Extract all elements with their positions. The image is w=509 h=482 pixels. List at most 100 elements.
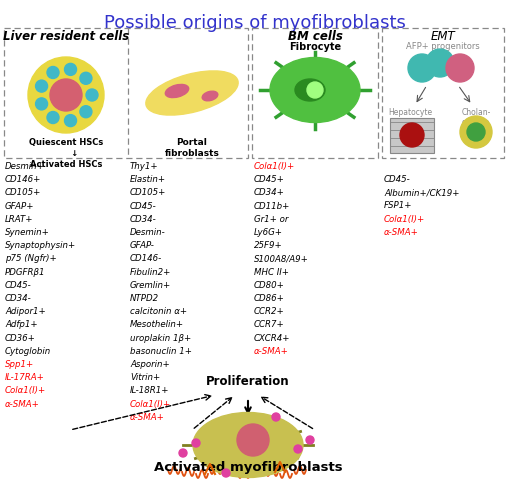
Text: α-SMA+: α-SMA+ (5, 400, 40, 409)
Text: CD80+: CD80+ (253, 281, 285, 290)
Text: Desmin+: Desmin+ (5, 162, 45, 171)
Text: Gremlin+: Gremlin+ (130, 281, 171, 290)
Text: CD45-: CD45- (130, 201, 156, 211)
Text: Fibrocyte: Fibrocyte (289, 42, 341, 52)
Ellipse shape (202, 91, 217, 101)
Text: BM cells: BM cells (287, 30, 342, 43)
Text: Cytoglobin: Cytoglobin (5, 347, 51, 356)
Text: CD36+: CD36+ (5, 334, 36, 343)
Text: Colα1(I)+: Colα1(I)+ (5, 387, 46, 395)
Circle shape (237, 424, 268, 456)
Text: Synemin+: Synemin+ (5, 228, 50, 237)
Text: NTPD2: NTPD2 (130, 294, 159, 303)
Circle shape (64, 64, 76, 75)
Text: Fibulin2+: Fibulin2+ (130, 268, 171, 277)
Text: Possible origins of myofibroblasts: Possible origins of myofibroblasts (104, 14, 405, 32)
Text: Mesothelin+: Mesothelin+ (130, 321, 184, 329)
Circle shape (50, 79, 82, 111)
Circle shape (221, 469, 230, 477)
Text: PDGFRβ1: PDGFRβ1 (5, 268, 45, 277)
Text: p75 (Ngfr)+: p75 (Ngfr)+ (5, 254, 56, 263)
Circle shape (80, 72, 92, 84)
Text: CCR2+: CCR2+ (253, 307, 284, 316)
Text: Hepatocyte: Hepatocyte (387, 108, 431, 117)
Circle shape (445, 54, 473, 82)
Text: α-SMA+: α-SMA+ (383, 228, 418, 237)
Circle shape (36, 98, 47, 110)
Text: Ly6G+: Ly6G+ (253, 228, 282, 237)
Circle shape (459, 116, 491, 148)
Text: Colα1(I)+: Colα1(I)+ (383, 214, 425, 224)
Text: CD146-: CD146- (130, 254, 162, 263)
Text: CD45-: CD45- (5, 281, 32, 290)
Circle shape (191, 439, 200, 447)
Text: Vitrin+: Vitrin+ (130, 373, 160, 382)
Text: CD45-: CD45- (383, 175, 410, 184)
Circle shape (36, 80, 47, 92)
Ellipse shape (192, 413, 302, 478)
Text: GFAP+: GFAP+ (5, 201, 35, 211)
Text: IL-18R1+: IL-18R1+ (130, 387, 169, 395)
Circle shape (306, 82, 322, 98)
Text: 25F9+: 25F9+ (253, 241, 282, 250)
Text: S100A8/A9+: S100A8/A9+ (253, 254, 308, 263)
Text: calcitonin α+: calcitonin α+ (130, 307, 187, 316)
Text: Gr1+ or: Gr1+ or (253, 215, 288, 224)
Circle shape (305, 436, 314, 444)
Text: Proliferation: Proliferation (206, 375, 289, 388)
Circle shape (28, 57, 104, 133)
Circle shape (293, 445, 301, 453)
FancyBboxPatch shape (389, 118, 433, 153)
Circle shape (466, 123, 484, 141)
Text: Quiescent HSCs
      ↓
Activated HSCs: Quiescent HSCs ↓ Activated HSCs (29, 138, 103, 169)
Text: Thy1+: Thy1+ (130, 162, 158, 171)
Text: CD105+: CD105+ (130, 188, 166, 198)
Text: CD34-: CD34- (5, 294, 32, 303)
Text: CD146+: CD146+ (5, 175, 41, 184)
Bar (251, 28, 377, 158)
Text: CD34-: CD34- (130, 215, 156, 224)
Text: IL-17RA+: IL-17RA+ (5, 373, 45, 382)
Text: Liver resident cells: Liver resident cells (3, 30, 129, 43)
Text: FSP1+: FSP1+ (383, 201, 412, 211)
Text: GFAP-: GFAP- (130, 241, 155, 250)
Text: CD45+: CD45+ (253, 175, 285, 184)
Text: Colα1(I)+: Colα1(I)+ (130, 400, 171, 409)
Text: α-SMA+: α-SMA+ (130, 413, 164, 422)
Text: Adipor1+: Adipor1+ (5, 307, 46, 316)
Circle shape (407, 54, 435, 82)
Circle shape (47, 67, 59, 79)
Circle shape (64, 115, 76, 127)
Text: CD11b+: CD11b+ (253, 201, 290, 211)
Circle shape (179, 449, 187, 457)
Text: Adfp1+: Adfp1+ (5, 321, 38, 329)
Circle shape (86, 89, 98, 101)
Circle shape (425, 49, 453, 77)
Text: uroplakin 1β+: uroplakin 1β+ (130, 334, 191, 343)
Bar (381, 28, 503, 158)
Text: CD34+: CD34+ (253, 188, 285, 198)
Text: Cholan-
giocyte: Cholan- giocyte (461, 108, 490, 127)
Circle shape (271, 413, 279, 421)
Text: CD105+: CD105+ (5, 188, 41, 198)
Text: α-SMA+: α-SMA+ (253, 347, 288, 356)
Text: Portal
fibroblasts: Portal fibroblasts (164, 138, 219, 158)
Text: Colα1(I)+: Colα1(I)+ (253, 162, 295, 171)
Text: Asporin+: Asporin+ (130, 360, 169, 369)
Text: CXCR4+: CXCR4+ (253, 334, 290, 343)
Text: MHC II+: MHC II+ (253, 268, 289, 277)
Circle shape (47, 111, 59, 123)
Text: Desmin-: Desmin- (130, 228, 165, 237)
Text: AFP+ progenitors: AFP+ progenitors (405, 42, 479, 51)
Text: Spp1+: Spp1+ (5, 360, 34, 369)
Text: CD86+: CD86+ (253, 294, 285, 303)
Ellipse shape (294, 79, 324, 101)
Text: Albumin+/CK19+: Albumin+/CK19+ (383, 188, 459, 197)
Text: Elastin+: Elastin+ (130, 175, 166, 184)
Text: basonuclin 1+: basonuclin 1+ (130, 347, 191, 356)
Text: Activated myofibroblasts: Activated myofibroblasts (153, 461, 342, 474)
Text: Synaptophysin+: Synaptophysin+ (5, 241, 76, 250)
Circle shape (399, 123, 423, 147)
Text: CCR7+: CCR7+ (253, 321, 284, 329)
Text: LRAT+: LRAT+ (5, 215, 34, 224)
